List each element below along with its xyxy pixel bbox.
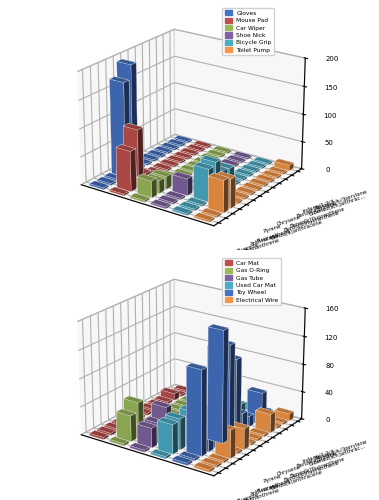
Legend: Gloves, Mouse Pad, Car Wiper, Shoe Nick, Bicycle Grip, Toilet Pump: Gloves, Mouse Pad, Car Wiper, Shoe Nick,… (222, 8, 274, 55)
Legend: Car Mat, Gas O-Ring, Gas Tube, Used Car Mat, Toy Wheel, Electrical Wire: Car Mat, Gas O-Ring, Gas Tube, Used Car … (222, 258, 281, 305)
